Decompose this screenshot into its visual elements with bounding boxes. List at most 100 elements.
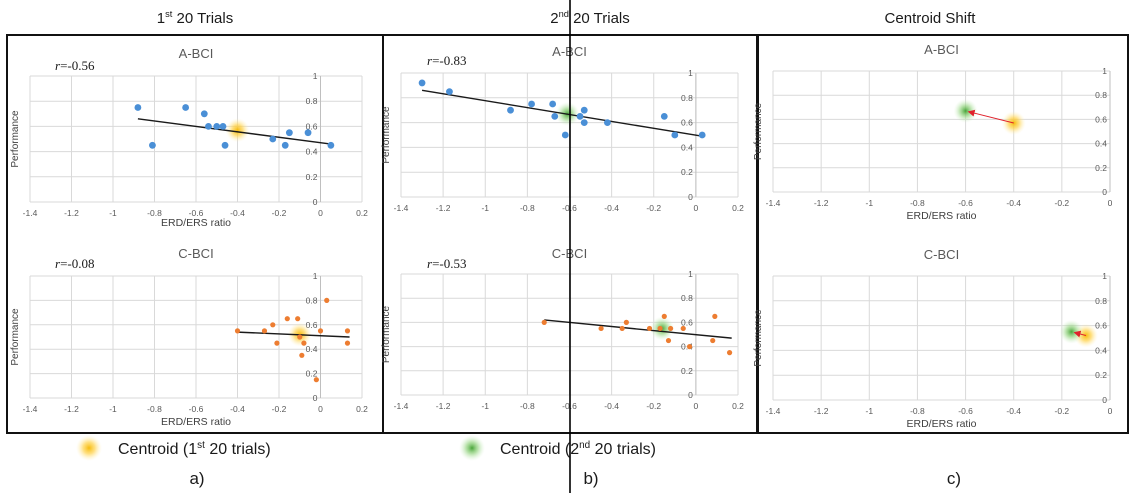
chart-5: -1.4 -1.2 -1 -0.8 -0.6 -0.4 -0.2 00 0.2 0.4 0.6 0.8…: [753, 42, 1113, 222]
y-axis-label: Performance: [10, 110, 21, 168]
y-tick-label: 1: [1102, 66, 1107, 76]
y-tick-label: 0.4: [1095, 345, 1107, 355]
x-tick-label: -1.4: [394, 203, 409, 213]
x-tick-label: -1.4: [766, 198, 781, 208]
trendline: [237, 331, 350, 338]
data-point: [274, 340, 280, 346]
data-point: [134, 104, 142, 111]
y-tick-label: 0.6: [1095, 114, 1107, 124]
data-point: [528, 100, 535, 108]
data-point: [317, 328, 324, 334]
x-tick-label: 0.2: [356, 404, 368, 414]
column-title-2: 2nd 20 Trials: [550, 9, 630, 27]
x-tick-label: -1.2: [814, 406, 829, 416]
data-point: [660, 113, 668, 120]
data-point: [149, 141, 156, 149]
x-tick-label: -1: [481, 401, 489, 411]
data-point: [205, 123, 212, 130]
data-point: [295, 316, 301, 322]
x-tick-label: -1.4: [23, 208, 38, 218]
y-tick-label: 0: [1102, 395, 1107, 405]
column-title-1: 1st 20 Trials: [157, 9, 233, 27]
x-tick-label: -1.2: [436, 401, 451, 411]
data-point: [285, 129, 293, 137]
column-title-3: Centroid Shift: [885, 10, 977, 27]
data-point: [297, 334, 303, 340]
y-axis-label: Performance: [753, 309, 764, 367]
data-point: [507, 106, 514, 114]
chart-4: -1.4-1.2-1-0.8-0.6-0.4-0.200.200.20.40.6…: [381, 246, 744, 411]
y-tick-label: 0: [313, 197, 318, 207]
y-tick-label: 0.6: [1095, 321, 1107, 331]
chart-title: A-BCI: [924, 42, 959, 57]
trendline: [421, 89, 703, 137]
data-point: [580, 119, 588, 126]
x-tick-label: -0.4: [1006, 406, 1021, 416]
legend-label-2: Centroid (2nd 20 trials): [500, 440, 656, 458]
data-point: [580, 106, 588, 114]
centroid-1-marker: [225, 118, 250, 143]
data-point: [327, 141, 335, 149]
chart-title: A-BCI: [179, 46, 214, 61]
data-point: [598, 325, 604, 332]
data-point: [304, 129, 312, 137]
data-point: [299, 352, 305, 358]
data-point: [726, 350, 733, 356]
x-tick-label: -0.4: [604, 401, 619, 411]
x-tick-label: -1.2: [436, 203, 451, 213]
x-axis-label: ERD/ERS ratio: [906, 418, 976, 430]
panel-letter-3: c): [947, 469, 961, 488]
y-tick-label: 0.8: [306, 295, 318, 305]
data-point: [182, 104, 190, 111]
x-tick-label: -0.8: [910, 198, 925, 208]
x-tick-label: 0: [1108, 406, 1113, 416]
centroid-2-marker: [1059, 319, 1084, 344]
y-tick-label: 0: [688, 192, 693, 202]
data-point: [281, 141, 289, 149]
y-tick-label: 0.4: [681, 142, 693, 152]
x-tick-label: 0: [694, 401, 699, 411]
x-tick-label: -0.8: [147, 208, 162, 218]
y-tick-label: 0.6: [306, 320, 318, 330]
data-point: [270, 322, 276, 328]
data-point: [623, 319, 629, 325]
x-tick-label: -0.2: [272, 208, 287, 218]
column-titles: 1st 20 Trials 2nd 20 Trials Centroid Shift: [157, 9, 976, 27]
data-point: [698, 131, 706, 139]
x-tick-label: -0.2: [1055, 198, 1070, 208]
x-tick-label: -0.8: [520, 401, 535, 411]
x-tick-label: -0.4: [230, 404, 245, 414]
x-tick-label: -0.8: [147, 404, 162, 414]
y-tick-label: 0.8: [1095, 296, 1107, 306]
data-point: [313, 377, 319, 383]
data-point: [284, 316, 290, 322]
y-tick-label: 0: [688, 390, 693, 400]
data-point: [234, 328, 241, 334]
y-tick-label: 1: [688, 269, 693, 279]
data-point: [671, 131, 679, 139]
x-tick-label: -0.8: [910, 406, 925, 416]
y-axis-label: Performance: [753, 102, 764, 160]
x-tick-label: -1.4: [766, 406, 781, 416]
x-tick-label: 0: [318, 208, 323, 218]
data-point: [665, 337, 672, 344]
x-tick-label: -0.8: [520, 203, 535, 213]
y-axis-label: Performance: [10, 308, 21, 366]
x-tick-label: -0.6: [189, 208, 204, 218]
data-point: [680, 325, 686, 332]
x-tick-label: -1.2: [64, 208, 79, 218]
data-point: [686, 344, 693, 350]
data-point: [668, 325, 674, 332]
data-point: [712, 313, 718, 319]
x-tick-label: -1.4: [394, 401, 409, 411]
charts: -1.4 -1.2 -1 -0.8 -0.6 -0.4 -0.2 0 0.2 0 0.2 0.4 0.6…: [10, 42, 1113, 430]
x-tick-label: -0.6: [189, 404, 204, 414]
x-tick-label: -0.4: [604, 203, 619, 213]
y-tick-label: 0.2: [306, 369, 318, 379]
x-tick-label: -0.6: [958, 406, 973, 416]
x-tick-label: 0.2: [732, 401, 744, 411]
data-point: [261, 328, 268, 334]
x-tick-label: -1: [109, 208, 117, 218]
y-tick-label: 0.6: [681, 317, 693, 327]
